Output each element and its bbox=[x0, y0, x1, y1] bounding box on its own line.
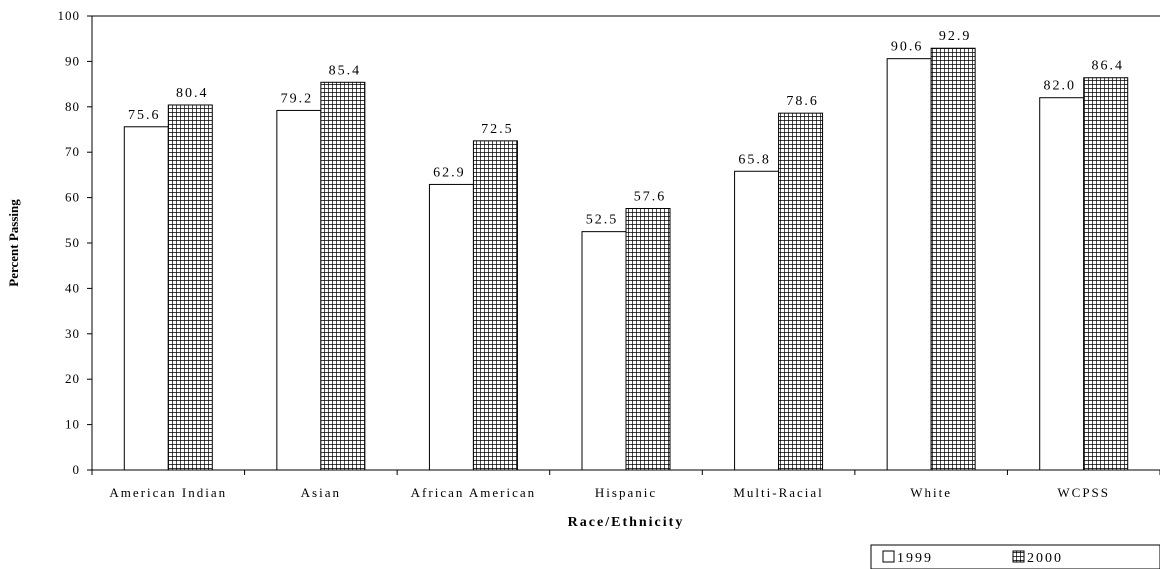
data-label-1999-white: 90.6 bbox=[891, 40, 924, 55]
category-label: White bbox=[910, 485, 952, 500]
y-tick-label: 10 bbox=[65, 417, 80, 432]
category-label: Hispanic bbox=[595, 485, 657, 500]
data-label-2000-wcpss: 86.4 bbox=[1091, 59, 1124, 74]
bar-1999-wcpss bbox=[1039, 97, 1085, 471]
bar-1999-asian bbox=[276, 109, 322, 471]
y-tick-label: 20 bbox=[65, 371, 80, 386]
y-tick-label: 70 bbox=[65, 144, 80, 159]
bar-2000-hispanic bbox=[625, 207, 671, 471]
data-label-1999-asian: 79.2 bbox=[281, 91, 314, 106]
y-tick-label: 50 bbox=[65, 235, 80, 250]
data-label-1999-hispanic: 52.5 bbox=[586, 213, 619, 228]
y-tick-label: 0 bbox=[73, 462, 81, 477]
category-labels: American Indian Asian African American Hisp… bbox=[109, 485, 1110, 500]
bar-series bbox=[123, 47, 1129, 471]
data-label-2000-multi-racial: 78.6 bbox=[786, 94, 819, 109]
data-label-1999-african-american: 62.9 bbox=[433, 165, 466, 180]
data-label-2000-american-indian: 80.4 bbox=[176, 86, 209, 101]
category-label: African American bbox=[411, 485, 536, 500]
bar-2000-asian bbox=[320, 81, 366, 471]
category-label: Asian bbox=[301, 485, 341, 500]
legend: 1999 2000 bbox=[870, 544, 1160, 569]
bar-2000-wcpss bbox=[1083, 77, 1129, 471]
data-label-2000-african-american: 72.5 bbox=[481, 122, 514, 137]
category-label: American Indian bbox=[109, 485, 227, 500]
bar-1999-multi-racial bbox=[734, 170, 780, 471]
legend-label-2000: 2000 bbox=[1027, 551, 1063, 566]
bar-1999-hispanic bbox=[581, 231, 627, 471]
bar-2000-american-indian bbox=[167, 104, 213, 471]
bar-1999-american-indian bbox=[123, 126, 169, 471]
x-axis-ticks bbox=[91, 470, 1160, 475]
data-label-1999-american-indian: 75.6 bbox=[128, 108, 161, 123]
y-tick-label: 60 bbox=[65, 190, 80, 205]
data-label-2000-white: 92.9 bbox=[939, 29, 972, 44]
y-axis-ticks: 0 10 20 30 40 50 60 70 80 90 100 bbox=[58, 8, 92, 477]
x-axis-title: Race/Ethnicity bbox=[568, 515, 685, 530]
category-label: Multi-Racial bbox=[733, 485, 823, 500]
data-label-1999-wcpss: 82.0 bbox=[1043, 79, 1076, 94]
y-tick-label: 90 bbox=[65, 53, 80, 68]
legend-label-1999: 1999 bbox=[897, 551, 933, 566]
category-label: WCPSS bbox=[1057, 485, 1110, 500]
data-label-1999-multi-racial: 65.8 bbox=[738, 152, 771, 167]
legend-swatch-1999 bbox=[882, 550, 895, 563]
y-tick-label: 30 bbox=[65, 326, 80, 341]
data-label-2000-hispanic: 57.6 bbox=[634, 189, 667, 204]
data-label-2000-asian: 85.4 bbox=[329, 63, 362, 78]
bar-1999-african-american bbox=[428, 183, 474, 471]
bar-2000-african-american bbox=[472, 140, 518, 471]
bar-2000-white bbox=[930, 47, 976, 471]
y-tick-label: 100 bbox=[58, 8, 81, 23]
data-labels: 75.6 80.4 79.2 85.4 62.9 72.5 52.5 57.6 65.8 78.6… bbox=[128, 29, 1124, 228]
y-tick-label: 40 bbox=[65, 280, 80, 295]
bar-1999-white bbox=[886, 58, 932, 471]
legend-swatch-2000 bbox=[1012, 550, 1025, 563]
bar-2000-multi-racial bbox=[778, 112, 824, 471]
y-tick-label: 80 bbox=[65, 99, 80, 114]
y-axis-title: Percent Passing bbox=[6, 199, 21, 287]
